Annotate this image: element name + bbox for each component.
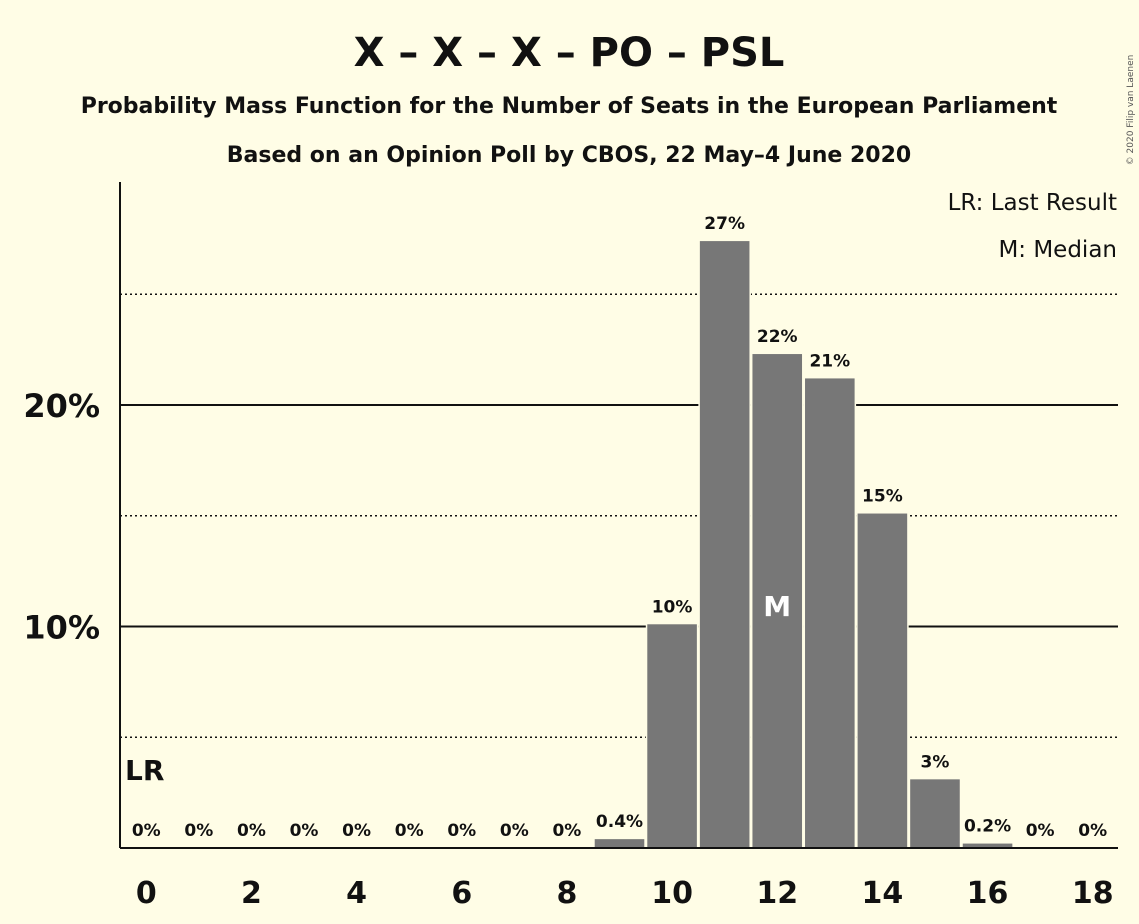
x-tick-label: 12 bbox=[756, 876, 798, 911]
bar-11 bbox=[699, 241, 750, 849]
chart-subtitle-1: Probability Mass Function for the Number… bbox=[81, 94, 1058, 119]
data-label-14: 15% bbox=[862, 487, 903, 507]
data-label-9: 0.4% bbox=[596, 812, 643, 832]
bar-9 bbox=[594, 839, 645, 848]
data-label-15: 3% bbox=[921, 752, 950, 772]
bar-13 bbox=[805, 378, 855, 848]
legend-last-result: LR: Last Result bbox=[948, 190, 1117, 216]
data-label-11: 27% bbox=[704, 214, 745, 234]
data-label-10: 10% bbox=[652, 597, 693, 617]
data-label-12: 22% bbox=[757, 327, 798, 347]
last-result-marker: LR bbox=[125, 754, 164, 787]
data-label-16: 0.2% bbox=[964, 817, 1011, 837]
data-label-7: 0% bbox=[500, 821, 529, 841]
y-tick-label: 10% bbox=[23, 609, 100, 647]
data-label-17: 0% bbox=[1026, 821, 1055, 841]
bars bbox=[593, 239, 1014, 849]
x-tick-label: 18 bbox=[1072, 876, 1114, 911]
x-tick-label: 10 bbox=[651, 876, 693, 911]
data-label-5: 0% bbox=[395, 821, 424, 841]
y-tick-label: 20% bbox=[23, 387, 100, 425]
y-axis-ticks: 10% 20% bbox=[23, 387, 100, 647]
data-label-4: 0% bbox=[342, 821, 371, 841]
x-tick-label: 6 bbox=[451, 876, 472, 911]
chart-title: X – X – X – PO – PSL bbox=[354, 30, 785, 76]
data-label-6: 0% bbox=[447, 821, 476, 841]
x-tick-label: 16 bbox=[967, 876, 1009, 911]
bar-10 bbox=[647, 624, 697, 848]
data-labels: 0% LR 0% 0% 0% 0% 0% 0% 0% 0% 0.4% 10% 27% 22% M 21% 15%… bbox=[125, 214, 1107, 841]
bar-12 bbox=[752, 354, 803, 848]
data-label-0: 0% bbox=[132, 821, 161, 841]
x-tick-label: 14 bbox=[862, 876, 904, 911]
gridlines bbox=[120, 293, 1118, 738]
x-tick-label: 8 bbox=[556, 876, 577, 911]
data-label-3: 0% bbox=[290, 821, 319, 841]
bar-14 bbox=[857, 513, 908, 848]
bar-16 bbox=[962, 843, 1013, 848]
median-marker: M bbox=[763, 590, 791, 623]
data-label-13: 21% bbox=[809, 351, 850, 371]
data-label-8: 0% bbox=[552, 821, 581, 841]
x-tick-label: 4 bbox=[346, 876, 367, 911]
x-tick-label: 2 bbox=[241, 876, 262, 911]
chart-subtitle-2: Based on an Opinion Poll by CBOS, 22 May… bbox=[227, 143, 911, 168]
data-label-2: 0% bbox=[237, 821, 266, 841]
legend-median: M: Median bbox=[998, 237, 1117, 263]
data-label-1: 0% bbox=[184, 821, 213, 841]
x-tick-label: 0 bbox=[136, 876, 157, 911]
x-axis-ticks: 0 2 4 6 8 10 12 14 16 18 bbox=[136, 876, 1114, 911]
data-label-18: 0% bbox=[1078, 821, 1107, 841]
copyright-text: © 2020 Filip van Laenen bbox=[1126, 55, 1136, 166]
bar-15 bbox=[910, 779, 960, 848]
